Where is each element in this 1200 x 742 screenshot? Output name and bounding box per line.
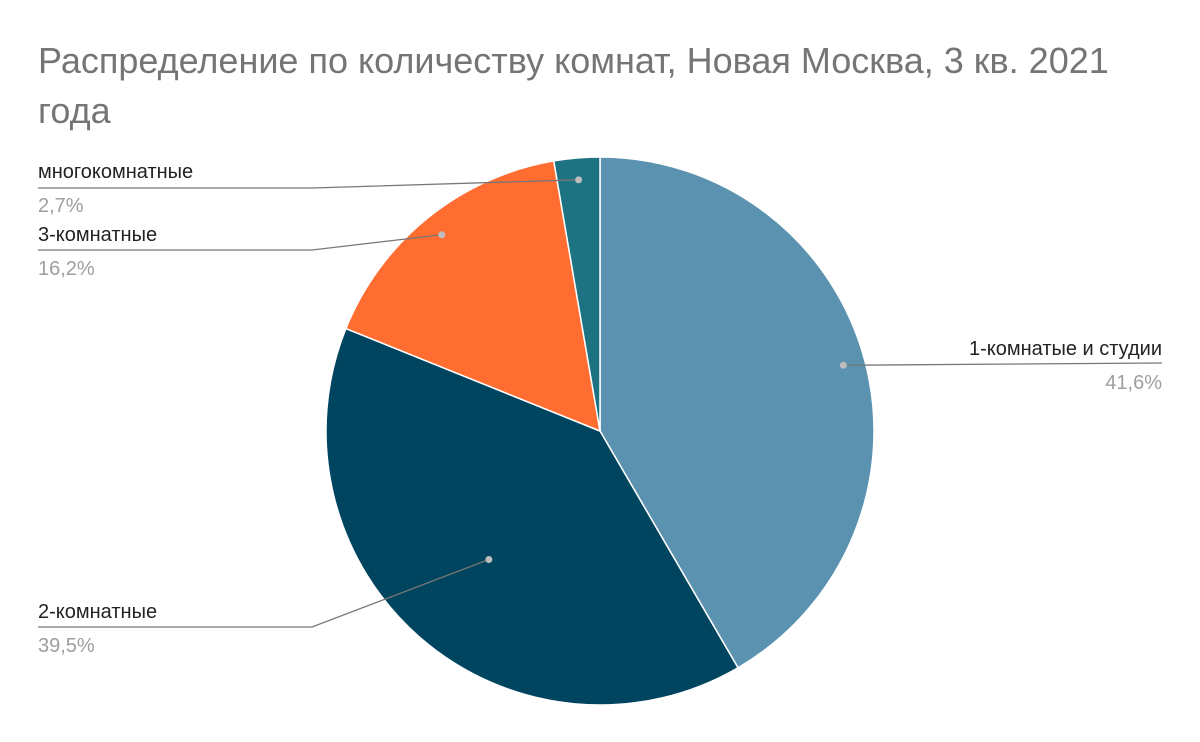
slice-label-group: 1-комнатые и студии 41,6% (839, 338, 1163, 394)
pie-slice (599, 156, 875, 669)
pie-slice (552, 156, 601, 432)
slice-label-group: многокомнатные 2,7% (38, 161, 583, 217)
slice-label-group: 2-комнатные 39,5% (38, 555, 493, 657)
leader-dot (839, 361, 847, 369)
slice-label-group: 3-комнатные 16,2% (38, 224, 446, 280)
slice-percent: 41,6% (1105, 372, 1162, 394)
leader-dot (575, 176, 583, 184)
leader-line (843, 362, 1163, 366)
leader-dot (438, 231, 446, 239)
slice-label: многокомнатные (38, 161, 193, 183)
pie-slice (325, 327, 740, 706)
leader-line (38, 234, 442, 251)
slice-percent: 2,7% (38, 195, 84, 217)
slice-percent: 39,5% (38, 635, 95, 657)
leader-dot (485, 555, 493, 563)
slice-percent: 16,2% (38, 258, 95, 280)
slice-label: 2-комнатные (38, 601, 157, 623)
slice-label: 1-комнатые и студии (969, 338, 1162, 360)
chart-title: Распределение по количеству комнат, Нова… (38, 40, 1109, 131)
leader-line (38, 558, 490, 628)
leader-line (38, 179, 579, 189)
slice-label: 3-комнатные (38, 224, 157, 246)
pie-slice (344, 160, 601, 433)
